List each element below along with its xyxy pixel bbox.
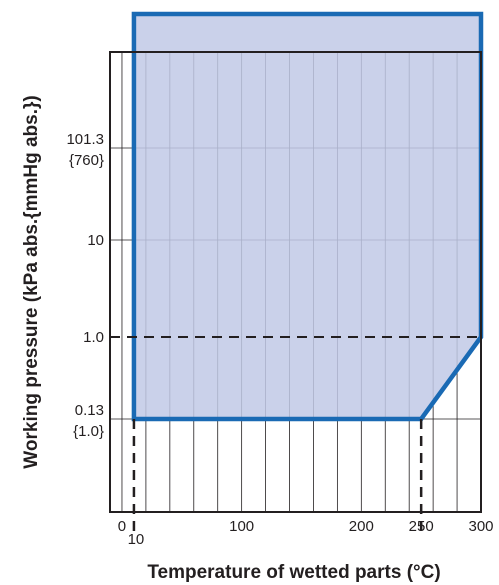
y-tick-sublabel: {760}	[69, 152, 104, 169]
x-tick-label: 0	[118, 518, 126, 535]
x-tick-label: 300	[468, 518, 493, 535]
x-axis-title: Temperature of wetted parts (°C)	[147, 562, 440, 583]
y-tick-labels: 0.13 {1.0} 1.0 10 101.3 {760}	[66, 131, 104, 440]
x-tick-label: 100	[229, 518, 254, 535]
y-tick-label: 0.13	[75, 402, 104, 419]
reference-lines	[110, 336, 481, 534]
operating-region	[131, 11, 484, 422]
y-tick-sublabel: {1.0}	[73, 423, 104, 440]
plot-frame	[109, 51, 482, 513]
y-tick-label: 10	[87, 232, 104, 249]
x-tick-label: 200	[349, 518, 374, 535]
y-axis-title: Working pressure (kPa abs.{mmHg abs.})	[21, 95, 42, 468]
y-tick-label: 1.0	[83, 329, 104, 346]
x-tick-labels: 010 100 200 250 300	[118, 518, 494, 548]
x-tick-label: 10	[128, 531, 145, 548]
x-tick-label: 250	[409, 518, 434, 535]
y-tick-label: 101.3	[66, 131, 104, 148]
region-polygon	[131, 11, 484, 422]
